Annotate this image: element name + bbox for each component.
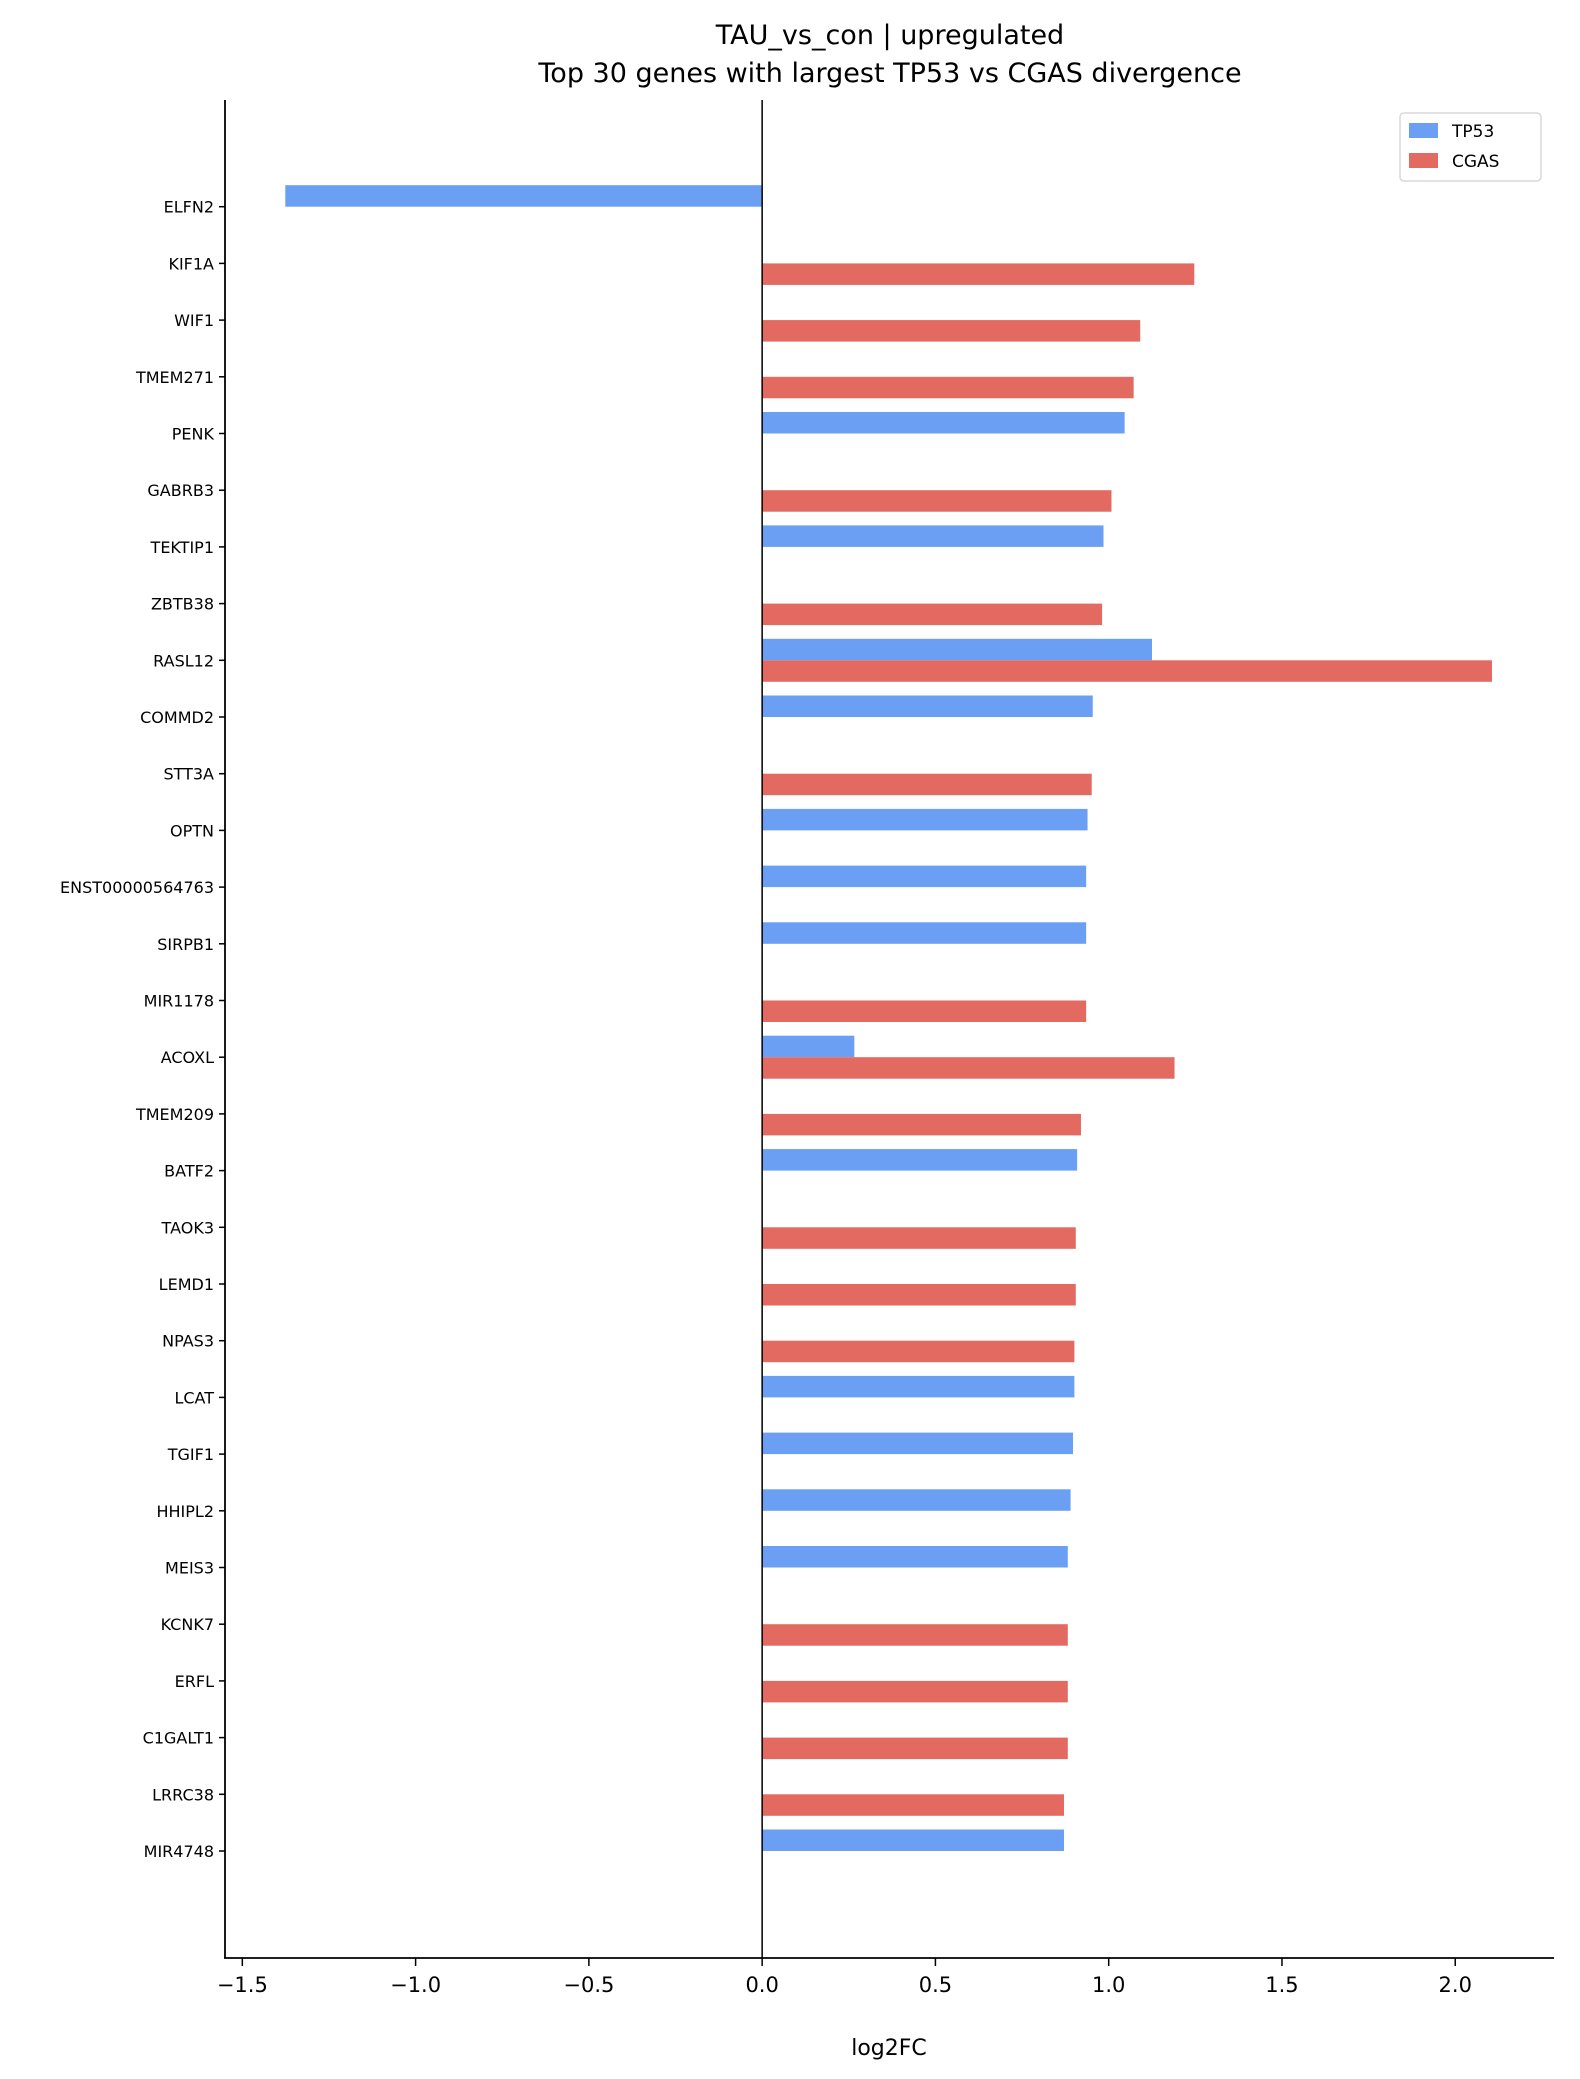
y-tick-label: GABRB3 <box>147 481 214 500</box>
y-tick-label: TAOK3 <box>161 1218 214 1237</box>
x-tick-label: 1.0 <box>1092 1973 1125 1997</box>
y-tick-label: SIRPB1 <box>157 935 214 954</box>
chart-subtitle: Top 30 genes with largest TP53 vs CGAS d… <box>537 58 1241 89</box>
bar-tp53-lcat <box>762 1375 1075 1398</box>
bar-cgas-mir1178 <box>762 1000 1087 1022</box>
bar-tp53-elfn2 <box>285 185 763 207</box>
legend-label-cgas: CGAS <box>1452 152 1499 172</box>
bar-tp53-enst00000564763 <box>762 865 1087 888</box>
bar-tp53-optn <box>762 808 1088 831</box>
y-tick-label: C1GALT1 <box>143 1729 214 1748</box>
y-tick-label: ENST00000564763 <box>60 878 214 897</box>
y-tick-label: MIR4748 <box>144 1842 214 1861</box>
x-tick-label: 1.5 <box>1265 1973 1298 1997</box>
y-tick-label: TEKTIP1 <box>150 538 214 557</box>
bar-cgas-c1galt1 <box>762 1737 1068 1760</box>
y-tick-label: ACOXL <box>161 1048 214 1067</box>
y-tick-label: MEIS3 <box>165 1559 214 1578</box>
bar-cgas-tmem209 <box>762 1113 1081 1136</box>
legend: TP53 CGAS <box>1399 112 1542 182</box>
y-tick-label: TMEM271 <box>135 368 214 387</box>
bar-cgas-taok3 <box>762 1227 1076 1249</box>
y-tick-label: ZBTB38 <box>151 595 214 614</box>
y-tick-label: RASL12 <box>153 651 214 670</box>
bar-tp53-meis3 <box>762 1546 1068 1568</box>
y-tick-label: COMMD2 <box>140 708 214 727</box>
y-tick-label: BATF2 <box>164 1162 214 1181</box>
bar-tp53-penk <box>762 412 1125 434</box>
y-tick-label: PENK <box>172 425 215 444</box>
bar-cgas-gabrb3 <box>762 490 1112 512</box>
y-tick-label: LRRC38 <box>152 1785 214 1804</box>
bar-cgas-acoxl <box>762 1057 1175 1079</box>
bar-cgas-zbtb38 <box>762 603 1103 626</box>
y-tick-label: ERFL <box>175 1672 214 1691</box>
bar-cgas-wif1 <box>762 320 1141 342</box>
y-tick-label: HHIPL2 <box>156 1502 214 1521</box>
bar-cgas-stt3a <box>762 773 1092 796</box>
legend-swatch-cgas <box>1409 153 1438 168</box>
x-tick-label: −0.5 <box>563 1973 614 1997</box>
y-tick-label: OPTN <box>170 821 214 840</box>
x-tick-label: −1.5 <box>217 1973 268 1997</box>
y-tick-label: NPAS3 <box>162 1332 214 1351</box>
x-tick-label: 2.0 <box>1439 1973 1472 1997</box>
bar-tp53-tgif1 <box>762 1432 1073 1455</box>
bar-cgas-kcnk7 <box>762 1624 1068 1646</box>
bar-cgas-kif1a <box>762 263 1195 285</box>
bar-tp53-commd2 <box>762 695 1093 717</box>
bar-cgas-npas3 <box>762 1340 1075 1363</box>
bar-tp53-sirpb1 <box>762 922 1087 944</box>
bar-cgas-erfl <box>762 1680 1068 1703</box>
y-tick-label: WIF1 <box>174 311 214 330</box>
legend-swatch-tp53 <box>1409 123 1438 138</box>
y-tick-label: KCNK7 <box>161 1615 214 1634</box>
y-tick-label: TMEM209 <box>135 1105 214 1124</box>
bar-tp53-mir4748 <box>762 1829 1064 1851</box>
bar-cgas-lrrc38 <box>762 1794 1064 1816</box>
bar-cgas-tmem271 <box>762 376 1134 399</box>
y-tick-label: TGIF1 <box>167 1445 214 1464</box>
bar-cgas-lemd1 <box>762 1284 1076 1306</box>
bar-tp53-tektip1 <box>762 525 1104 547</box>
x-tick-label: 0.0 <box>745 1973 778 1997</box>
bar-tp53-acoxl <box>762 1035 855 1058</box>
legend-label-tp53: TP53 <box>1451 122 1494 142</box>
y-tick-label: STT3A <box>163 765 214 784</box>
bar-tp53-hhipl2 <box>762 1489 1071 1511</box>
x-axis-label: log2FC <box>851 2036 927 2061</box>
y-tick-label: LEMD1 <box>159 1275 214 1294</box>
y-tick-label: KIF1A <box>168 254 214 273</box>
y-tick-label: MIR1178 <box>144 992 214 1011</box>
x-tick-label: −1.0 <box>390 1973 441 1997</box>
y-tick-label: LCAT <box>174 1388 214 1407</box>
bar-tp53-batf2 <box>762 1149 1078 1171</box>
x-tick-label: 0.5 <box>919 1973 952 1997</box>
bar-tp53-rasl12 <box>762 638 1153 661</box>
y-tick-label: ELFN2 <box>164 198 214 217</box>
bar-cgas-rasl12 <box>762 660 1492 682</box>
chart-title: TAU_vs_con | upregulated <box>715 20 1064 51</box>
